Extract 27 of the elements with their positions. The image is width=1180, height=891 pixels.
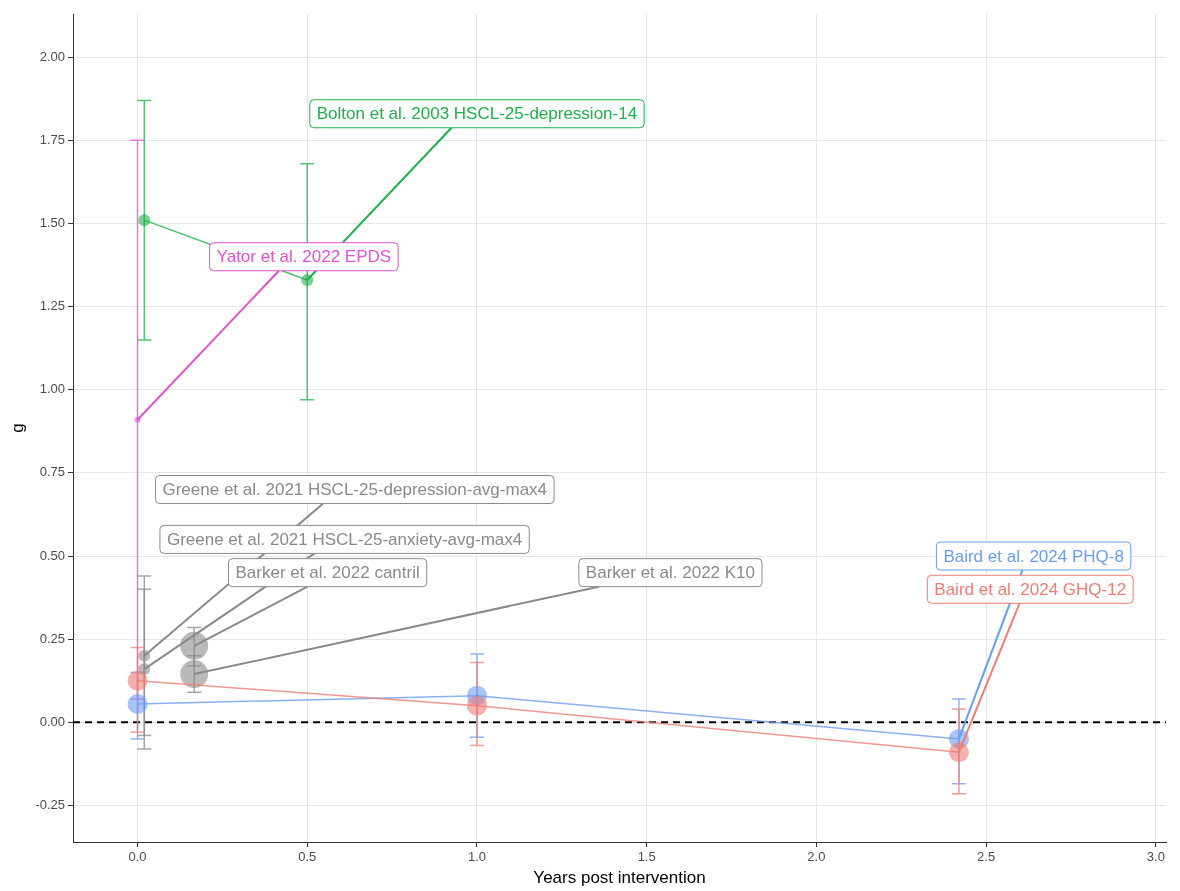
y-tick-label: 1.25	[39, 298, 66, 314]
x-axis-title: Years post intervention	[533, 868, 706, 888]
x-tick-label: 0.0	[128, 849, 147, 865]
text: Barker et al. 2022 cantril	[235, 563, 420, 583]
text: Barker et al. 2022 K10	[585, 563, 756, 583]
y-tick-label: 2.00	[39, 48, 66, 64]
y-axis-title: g	[7, 423, 27, 433]
text: Baird et al. 2024 GHQ-12	[934, 579, 1127, 599]
x-tick-label: 1.5	[637, 849, 656, 865]
text: Greene et al. 2021 HSCL-25-depression-avg-max4	[162, 480, 548, 500]
y-tick-label: 1.75	[39, 131, 66, 147]
x-tick-label: 0.5	[298, 849, 317, 865]
y-tick-label: 0.00	[39, 713, 66, 729]
y-tick-label: 0.25	[39, 630, 66, 646]
x-tick-label: 2.0	[807, 849, 826, 865]
x-tick-label: 1.0	[467, 849, 486, 865]
y-tick-label: 0.50	[39, 547, 66, 563]
x-tick-label: 2.5	[977, 849, 996, 865]
y-tick-label: -0.25	[35, 797, 66, 812]
y-tick-label: 1.00	[39, 381, 66, 397]
text: Bolton et al. 2003 HSCL-25-depression-14	[316, 104, 638, 124]
y-tick-label: 0.75	[39, 464, 66, 480]
y-tick-label: 1.50	[39, 215, 66, 231]
text: Yator et al. 2022 EPDS	[216, 247, 392, 267]
text: Baird et al. 2024 PHQ-8	[943, 546, 1124, 566]
x-tick-label: 3.0	[1146, 849, 1165, 865]
text: Greene et al. 2021 HSCL-25-anxiety-avg-max4	[166, 530, 523, 550]
